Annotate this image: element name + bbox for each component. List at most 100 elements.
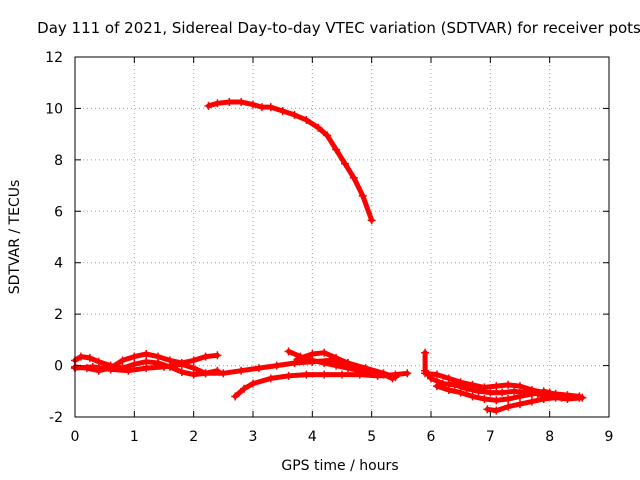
data-point-marker bbox=[480, 395, 489, 403]
data-point-marker bbox=[421, 348, 430, 357]
data-point-marker bbox=[492, 406, 501, 415]
x-tick-label: 2 bbox=[189, 429, 198, 445]
data-point-marker bbox=[266, 374, 275, 383]
data-point-marker bbox=[483, 405, 492, 414]
data-point-marker bbox=[444, 386, 453, 394]
data-point-marker bbox=[302, 116, 311, 124]
x-tick-label: 6 bbox=[427, 429, 436, 445]
data-point-marker bbox=[504, 380, 513, 389]
y-tick-label: 10 bbox=[45, 101, 63, 117]
y-tick-label: 4 bbox=[54, 256, 63, 272]
data-point-marker bbox=[492, 396, 501, 405]
data-point-marker bbox=[332, 353, 341, 362]
y-tick-label: -2 bbox=[49, 410, 63, 426]
data-point-marker bbox=[421, 369, 430, 378]
y-tick-label: 0 bbox=[54, 359, 63, 375]
data-point-marker bbox=[480, 383, 489, 392]
data-point-marker bbox=[249, 379, 257, 388]
x-axis-label: GPS time / hours bbox=[281, 458, 398, 474]
data-point-marker bbox=[320, 348, 329, 357]
data-point-marker bbox=[219, 369, 228, 378]
data-point-marker bbox=[516, 400, 524, 409]
data-point-marker bbox=[160, 362, 168, 371]
data-point-marker bbox=[290, 110, 299, 119]
x-tick-label: 5 bbox=[367, 429, 376, 445]
data-point-marker bbox=[213, 99, 222, 108]
data-point-marker bbox=[189, 356, 198, 365]
data-point-marker bbox=[284, 371, 293, 380]
data-point-marker bbox=[332, 361, 341, 370]
data-point-marker bbox=[254, 364, 263, 373]
data-point-marker bbox=[563, 395, 572, 403]
data-point-marker bbox=[432, 382, 441, 391]
data-point-marker bbox=[516, 382, 524, 391]
data-point-marker bbox=[88, 362, 97, 371]
data-point-marker bbox=[278, 107, 287, 115]
grid bbox=[75, 57, 609, 417]
series-trace-g bbox=[206, 99, 375, 223]
data-point-marker bbox=[539, 387, 548, 396]
data-point-marker bbox=[237, 98, 246, 106]
data-point-marker bbox=[130, 360, 139, 369]
y-axis-label: SDTVAR / TECUs bbox=[7, 180, 23, 295]
data-point-marker bbox=[498, 388, 507, 397]
data-point-marker bbox=[504, 402, 513, 411]
data-point-marker bbox=[237, 366, 246, 375]
data-point-marker bbox=[349, 173, 358, 182]
data-point-marker bbox=[118, 356, 127, 365]
data-point-marker bbox=[504, 395, 513, 403]
data-point-marker bbox=[379, 370, 388, 379]
data-point-marker bbox=[551, 393, 560, 402]
data-point-marker bbox=[320, 370, 329, 379]
data-point-marker bbox=[213, 351, 222, 360]
data-point-marker bbox=[177, 360, 186, 369]
x-tick-label: 1 bbox=[130, 429, 139, 445]
data-point-marker bbox=[539, 395, 548, 403]
data-point-marker bbox=[272, 361, 281, 370]
data-point-marker bbox=[340, 159, 349, 168]
data-point-marker bbox=[367, 368, 376, 376]
x-tick-label: 7 bbox=[486, 429, 495, 445]
data-point-marker bbox=[257, 103, 266, 112]
x-tick-label: 3 bbox=[249, 429, 258, 445]
data-point-marker bbox=[231, 392, 240, 401]
data-point-marker bbox=[293, 355, 302, 364]
data-point-marker bbox=[323, 131, 332, 140]
data-point-marker bbox=[527, 397, 536, 406]
data-point-marker bbox=[578, 393, 587, 402]
chart-title: Day 111 of 2021, Sidereal Day-to-day VTE… bbox=[37, 19, 640, 37]
x-tick-label: 4 bbox=[308, 429, 317, 445]
x-tick-label: 0 bbox=[71, 429, 80, 445]
data-point-marker bbox=[432, 370, 441, 379]
data-point-marker bbox=[516, 392, 524, 401]
data-point-marker bbox=[456, 388, 465, 397]
data-point-marker bbox=[225, 98, 234, 106]
data-point-marker bbox=[486, 388, 495, 397]
data-point-marker bbox=[367, 216, 376, 225]
data-point-marker bbox=[266, 103, 275, 112]
data-point-marker bbox=[204, 101, 213, 110]
data-point-marker bbox=[201, 369, 210, 378]
data-point-marker bbox=[130, 352, 139, 361]
data-point-marker bbox=[142, 350, 151, 358]
data-point-marker bbox=[308, 350, 317, 358]
x-tick-label: 9 bbox=[605, 429, 614, 445]
data-point-marker bbox=[177, 368, 186, 376]
data-point-marker bbox=[165, 356, 174, 365]
data-point-marker bbox=[468, 380, 477, 389]
data-point-marker bbox=[240, 384, 249, 393]
data-point-marker bbox=[106, 365, 115, 374]
data-point-marker bbox=[320, 359, 329, 367]
data-point-marker bbox=[284, 347, 293, 356]
data-point-marker bbox=[332, 145, 341, 154]
data-point-marker bbox=[302, 370, 311, 379]
data-point-marker bbox=[189, 364, 198, 373]
data-point-marker bbox=[338, 370, 346, 379]
data-point-marker bbox=[527, 389, 536, 398]
data-point-marker bbox=[249, 100, 257, 109]
data-point-marker bbox=[124, 366, 133, 375]
y-tick-label: 12 bbox=[45, 50, 63, 66]
data-point-marker bbox=[403, 369, 412, 378]
